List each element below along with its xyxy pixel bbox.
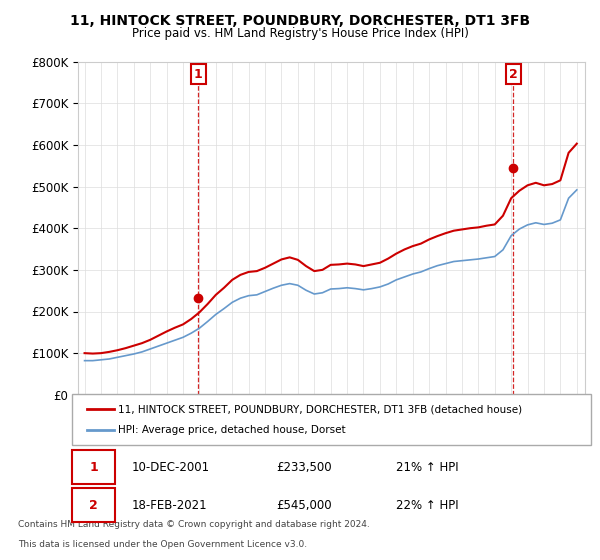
Text: 1: 1 bbox=[89, 460, 98, 474]
Text: 11, HINTOCK STREET, POUNDBURY, DORCHESTER, DT1 3FB: 11, HINTOCK STREET, POUNDBURY, DORCHESTE… bbox=[70, 14, 530, 28]
Text: £233,500: £233,500 bbox=[276, 460, 332, 474]
Text: Contains HM Land Registry data © Crown copyright and database right 2024.: Contains HM Land Registry data © Crown c… bbox=[18, 520, 370, 529]
Text: 11, HINTOCK STREET, POUNDBURY, DORCHESTER, DT1 3FB (detached house): 11, HINTOCK STREET, POUNDBURY, DORCHESTE… bbox=[118, 404, 523, 414]
Text: HPI: Average price, detached house, Dorset: HPI: Average price, detached house, Dors… bbox=[118, 424, 346, 435]
Text: 2: 2 bbox=[89, 498, 98, 512]
Text: 22% ↑ HPI: 22% ↑ HPI bbox=[396, 498, 458, 512]
Text: 18-FEB-2021: 18-FEB-2021 bbox=[132, 498, 208, 512]
Text: Price paid vs. HM Land Registry's House Price Index (HPI): Price paid vs. HM Land Registry's House … bbox=[131, 27, 469, 40]
Text: £545,000: £545,000 bbox=[276, 498, 332, 512]
Text: This data is licensed under the Open Government Licence v3.0.: This data is licensed under the Open Gov… bbox=[18, 540, 307, 549]
Text: 10-DEC-2001: 10-DEC-2001 bbox=[132, 460, 210, 474]
Text: 1: 1 bbox=[194, 68, 202, 81]
Text: 21% ↑ HPI: 21% ↑ HPI bbox=[396, 460, 458, 474]
Text: 2: 2 bbox=[509, 68, 518, 81]
